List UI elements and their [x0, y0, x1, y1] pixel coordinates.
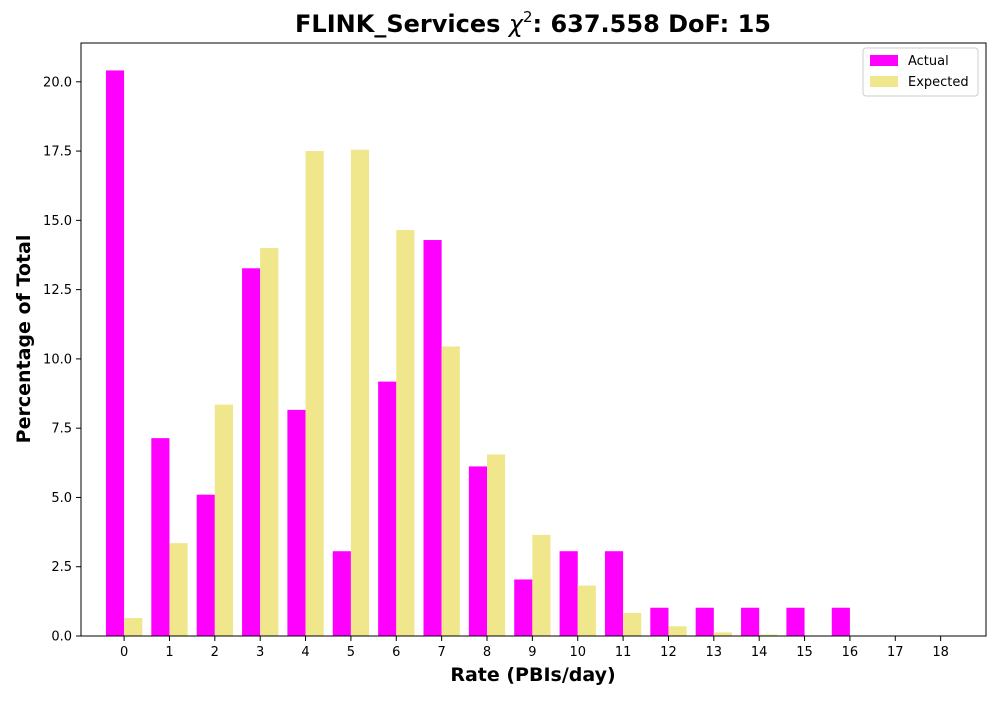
x-tick-label: 4: [301, 645, 309, 660]
x-tick-label: 6: [392, 645, 400, 660]
y-tick-label: 20.0: [43, 75, 72, 90]
bar-actual-7: [423, 240, 441, 636]
bar-expected-2: [215, 405, 233, 636]
bar-expected-3: [260, 248, 278, 636]
x-tick-label: 10: [569, 645, 586, 660]
y-ticks-group: 0.0 2.5 5.0 7.5 10.0 12.5 15.0 17.5 20.0: [43, 75, 81, 644]
chart-title: FLINK_Services χ2: 637.558 DoF: 15: [295, 8, 771, 38]
y-tick-label: 0.0: [51, 630, 72, 645]
bar-expected-5: [351, 150, 369, 636]
x-tick-label: 16: [842, 645, 859, 660]
bar-actual-16: [832, 608, 850, 636]
bar-expected-12: [668, 626, 686, 636]
bar-actual-1: [151, 438, 169, 636]
legend-label-expected: Expected: [908, 75, 969, 90]
bar-actual-5: [333, 551, 351, 636]
y-tick-label: 10.0: [43, 352, 72, 367]
bar-actual-0: [106, 70, 124, 636]
bar-actual-6: [378, 382, 396, 636]
bar-actual-12: [650, 608, 668, 636]
bar-actual-9: [514, 579, 532, 636]
bar-expected-7: [442, 346, 460, 636]
y-axis-label: Percentage of Total: [13, 235, 35, 444]
bar-actual-3: [242, 268, 260, 636]
x-tick-label: 15: [796, 645, 813, 660]
bar-expected-6: [396, 230, 414, 636]
bar-expected-8: [487, 455, 505, 637]
bar-expected-11: [623, 613, 641, 636]
bar-expected-9: [532, 535, 550, 636]
bar-expected-0: [124, 618, 142, 636]
x-tick-label: 17: [887, 645, 904, 660]
bar-actual-8: [469, 466, 487, 636]
x-tick-label: 2: [211, 645, 219, 660]
bar-actual-15: [786, 608, 804, 636]
x-tick-label: 5: [347, 645, 355, 660]
y-tick-label: 5.0: [51, 491, 72, 506]
x-tick-label: 18: [932, 645, 949, 660]
x-tick-label: 12: [660, 645, 677, 660]
bar-expected-4: [306, 151, 324, 636]
bars-group: [106, 70, 868, 636]
x-tick-label: 14: [751, 645, 768, 660]
x-tick-label: 8: [483, 645, 491, 660]
legend-swatch-expected: [870, 76, 898, 87]
x-tick-label: 0: [120, 645, 128, 660]
bar-expected-13: [714, 632, 732, 636]
bar-expected-1: [169, 543, 187, 636]
legend: Actual Expected: [863, 48, 978, 96]
bar-actual-10: [560, 551, 578, 636]
bar-actual-13: [696, 608, 714, 636]
y-tick-label: 15.0: [43, 214, 72, 229]
x-tick-label: 7: [437, 645, 445, 660]
x-tick-label: 11: [615, 645, 632, 660]
x-tick-label: 13: [706, 645, 723, 660]
bar-expected-10: [578, 586, 596, 636]
y-tick-label: 2.5: [51, 560, 72, 575]
x-tick-label: 3: [256, 645, 264, 660]
bar-actual-4: [287, 410, 305, 636]
y-tick-label: 12.5: [43, 283, 72, 298]
x-tick-label: 9: [528, 645, 536, 660]
x-axis-label: Rate (PBIs/day): [450, 664, 615, 686]
y-tick-label: 7.5: [51, 422, 72, 437]
bar-actual-2: [197, 495, 215, 636]
x-tick-label: 1: [165, 645, 173, 660]
legend-swatch-actual: [870, 55, 898, 66]
bar-actual-11: [605, 551, 623, 636]
bar-actual-14: [741, 608, 759, 636]
y-tick-label: 17.5: [43, 145, 72, 160]
legend-label-actual: Actual: [908, 54, 949, 69]
